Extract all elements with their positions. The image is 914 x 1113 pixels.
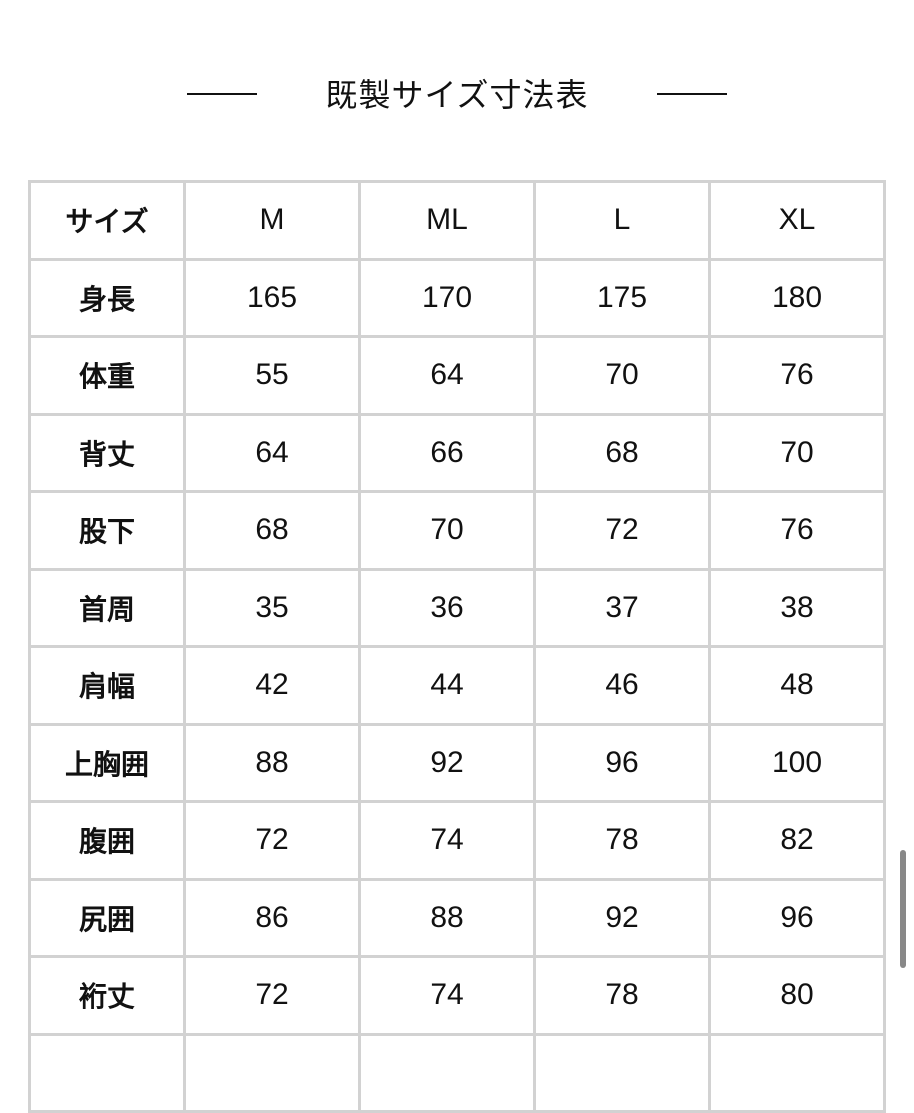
- row-label: 肩幅: [28, 645, 186, 726]
- table-cell: 78: [533, 955, 711, 1036]
- row-label: 体重: [28, 335, 186, 416]
- table-cell: 86: [183, 877, 361, 958]
- table-cell: 180: [708, 257, 886, 338]
- table-cell: 74: [358, 955, 536, 1036]
- table-row: 股下 68 70 72 76: [28, 490, 886, 571]
- table-cell: 35: [183, 567, 361, 648]
- header-size: ML: [358, 180, 536, 261]
- table-cell: 76: [708, 490, 886, 571]
- table-cell: 42: [183, 645, 361, 726]
- table-cell: 82: [708, 800, 886, 881]
- row-label: 腹囲: [28, 800, 186, 881]
- table-row: 体重 55 64 70 76: [28, 335, 886, 416]
- table-cell: 55: [183, 335, 361, 416]
- row-label: 首周: [28, 567, 186, 648]
- table-cell: [183, 1032, 361, 1113]
- table-cell: 38: [708, 567, 886, 648]
- table-row: 裄丈 72 74 78 80: [28, 955, 886, 1036]
- header-size: L: [533, 180, 711, 261]
- header-label: サイズ: [28, 180, 186, 261]
- table-cell: [533, 1032, 711, 1113]
- table-cell: 70: [358, 490, 536, 571]
- table-row: 上胸囲 88 92 96 100: [28, 722, 886, 803]
- table-cell: 175: [533, 257, 711, 338]
- table-cell: 92: [533, 877, 711, 958]
- header-size: XL: [708, 180, 886, 261]
- table-cell: 72: [183, 955, 361, 1036]
- table-cell: 80: [708, 955, 886, 1036]
- table-cell: 64: [183, 412, 361, 493]
- title-dash-right: [657, 93, 727, 95]
- table-row: 腹囲 72 74 78 82: [28, 800, 886, 881]
- table-cell: 37: [533, 567, 711, 648]
- table-cell: 66: [358, 412, 536, 493]
- title-dash-left: [187, 93, 257, 95]
- table-cell: 64: [358, 335, 536, 416]
- row-label: 身長: [28, 257, 186, 338]
- table-cell: [358, 1032, 536, 1113]
- title-row: 既製サイズ寸法表: [0, 66, 914, 118]
- table-cell: 96: [708, 877, 886, 958]
- size-table: サイズ M ML L XL 身長 165 170 175 180 体重 55 64 70 76 背丈…: [28, 180, 886, 1113]
- table-cell: 96: [533, 722, 711, 803]
- table-cell: 70: [533, 335, 711, 416]
- row-label: 背丈: [28, 412, 186, 493]
- table-row: 肩幅 42 44 46 48: [28, 645, 886, 726]
- table-row: 尻囲 86 88 92 96: [28, 877, 886, 958]
- table-cell: 78: [533, 800, 711, 881]
- table-row: 身長 165 170 175 180: [28, 257, 886, 338]
- table-cell: 46: [533, 645, 711, 726]
- table-cell: 48: [708, 645, 886, 726]
- table-cell: 68: [533, 412, 711, 493]
- row-label: 裄丈: [28, 955, 186, 1036]
- table-cell: 165: [183, 257, 361, 338]
- table-cell: 70: [708, 412, 886, 493]
- table-header-row: サイズ M ML L XL: [28, 180, 886, 261]
- table-cell: 76: [708, 335, 886, 416]
- scrollbar[interactable]: [900, 850, 906, 968]
- table-row: 首周 35 36 37 38: [28, 567, 886, 648]
- table-cell: [708, 1032, 886, 1113]
- row-label: 股下: [28, 490, 186, 571]
- table-cell: 72: [533, 490, 711, 571]
- table-cell: 170: [358, 257, 536, 338]
- table-cell: 92: [358, 722, 536, 803]
- table-cell: 100: [708, 722, 886, 803]
- table-cell: 88: [183, 722, 361, 803]
- row-label: 尻囲: [28, 877, 186, 958]
- table-cell: 74: [358, 800, 536, 881]
- table-cell: 72: [183, 800, 361, 881]
- row-label: 上胸囲: [28, 722, 186, 803]
- table-row: [28, 1032, 886, 1113]
- table-cell: 44: [358, 645, 536, 726]
- table-row: 背丈 64 66 68 70: [28, 412, 886, 493]
- header-size: M: [183, 180, 361, 261]
- page-title: 既製サイズ寸法表: [325, 76, 589, 114]
- row-label: [28, 1032, 186, 1113]
- table-cell: 88: [358, 877, 536, 958]
- table-cell: 36: [358, 567, 536, 648]
- table-cell: 68: [183, 490, 361, 571]
